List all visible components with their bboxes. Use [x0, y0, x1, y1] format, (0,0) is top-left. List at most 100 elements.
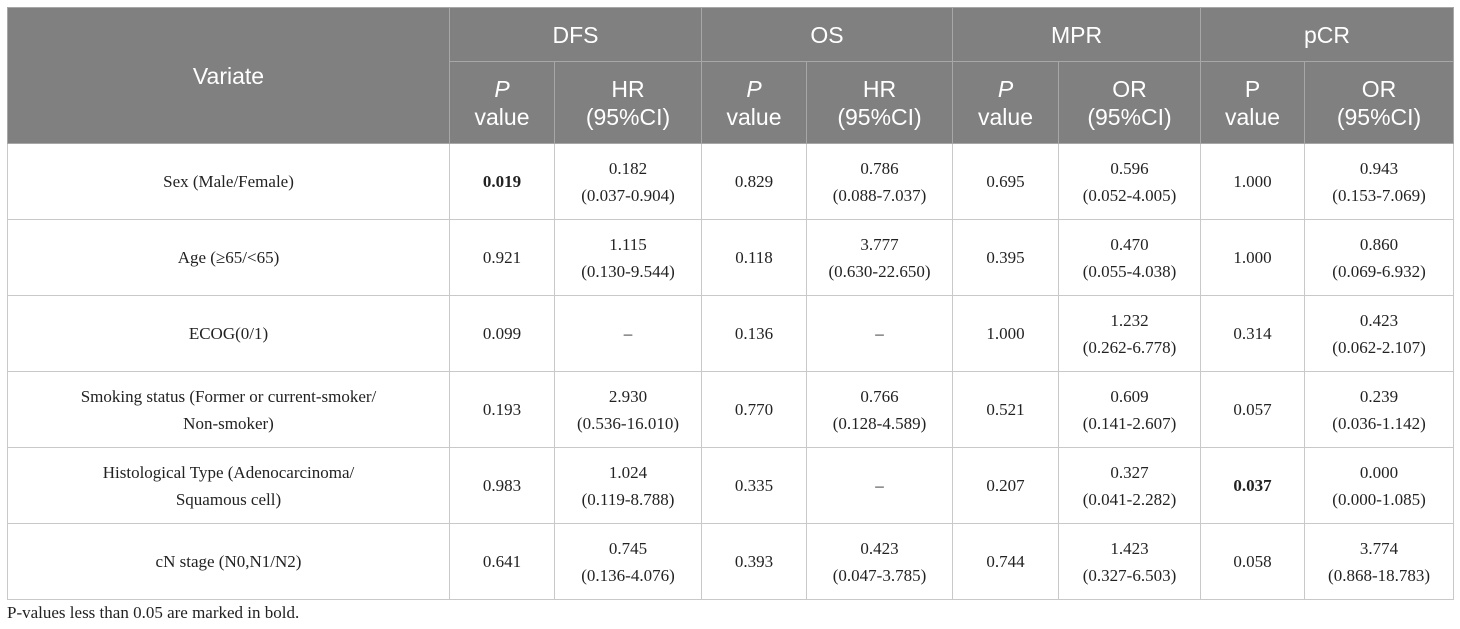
ratio-ci-cell: 0.860 (0.069-6.932) [1304, 219, 1455, 296]
cell-ci: (0.055-4.038) [1082, 261, 1177, 281]
cell-value: 1.000 [1233, 248, 1272, 267]
p-value-cell: 0.057 [1200, 371, 1306, 448]
cell-value: – [875, 324, 884, 343]
variate-line: Sex (Male/Female) [163, 172, 294, 191]
p-value-cell: 0.207 [952, 447, 1060, 524]
cell-value: – [623, 324, 633, 343]
cell-ci: (0.630-22.650) [828, 261, 931, 281]
header-group-os: OS [700, 7, 954, 62]
cell-value: 0.019 [482, 172, 522, 191]
cell-ci: (0.041-2.282) [1082, 489, 1177, 509]
subheader-line2: (95%CI) [837, 103, 922, 130]
cell-ci: (0.130-9.544) [581, 261, 675, 281]
subheader-line2: value [978, 103, 1033, 130]
subheader-line2: (95%CI) [1087, 103, 1172, 130]
variate-cell: Smoking status (Former or current-smoker… [7, 371, 450, 448]
p-value-cell: 1.000 [1200, 143, 1306, 220]
cell-ci: (0.136-4.076) [581, 565, 675, 585]
subheader-line1: OR [1112, 75, 1147, 102]
cell-value: 0.136 [734, 324, 774, 343]
ratio-ci-cell: 0.239 (0.036-1.142) [1304, 371, 1455, 448]
cell-ci: (0.000-1.085) [1332, 489, 1426, 509]
cell-value: 0.335 [734, 476, 774, 495]
cell-value: 0.314 [1233, 324, 1272, 343]
cell-value: 2.930 [608, 386, 648, 406]
header-variate: Variate [7, 7, 450, 144]
ratio-ci-cell: 0.000 (0.000-1.085) [1304, 447, 1455, 524]
subheader-line1: HR [862, 75, 897, 102]
ratio-ci-cell: – [554, 295, 702, 372]
subheader-os-hr: HR (95%CI) [805, 61, 954, 144]
table-row: cN stage (N0,N1/N2) 0.641 0.745 (0.136-4.07… [7, 523, 1455, 600]
cell-value: – [875, 476, 884, 495]
cell-value: 1.115 [609, 234, 647, 254]
cell-value: 0.770 [734, 400, 774, 419]
cell-value: 0.058 [1233, 552, 1272, 571]
p-value-cell: 0.921 [449, 219, 555, 296]
ratio-ci-cell: 0.786 (0.088-7.037) [805, 143, 954, 220]
cell-value: 3.777 [860, 234, 899, 254]
ratio-ci-cell: 0.423 (0.062-2.107) [1304, 295, 1455, 372]
cell-value: 1.000 [986, 324, 1025, 343]
ratio-ci-cell: 0.327 (0.041-2.282) [1058, 447, 1202, 524]
ratio-ci-cell: 0.470 (0.055-4.038) [1058, 219, 1202, 296]
p-value-cell: 0.314 [1200, 295, 1306, 372]
ratio-ci-cell: 0.596 (0.052-4.005) [1058, 143, 1202, 220]
ratio-ci-cell: 0.943 (0.153-7.069) [1304, 143, 1455, 220]
cell-value: 0.193 [482, 400, 522, 419]
cell-ci: (0.037-0.904) [581, 185, 675, 205]
variate-cell: cN stage (N0,N1/N2) [7, 523, 450, 600]
cell-value: 0.000 [1359, 462, 1399, 482]
ratio-ci-cell: – [805, 447, 954, 524]
subheader-line1: P [1244, 75, 1261, 102]
ratio-ci-cell: 0.423 (0.047-3.785) [805, 523, 954, 600]
subheader-line1: P [494, 75, 510, 102]
p-value-cell: 0.695 [952, 143, 1060, 220]
ratio-ci-cell: 0.609 (0.141-2.607) [1058, 371, 1202, 448]
p-value-cell: 0.118 [701, 219, 807, 296]
p-value-cell: 0.744 [952, 523, 1060, 600]
variate-cell: Age (≥65/<65) [7, 219, 450, 296]
ratio-ci-cell: 0.745 (0.136-4.076) [554, 523, 702, 600]
variate-line: ECOG(0/1) [188, 324, 269, 343]
cell-value: 0.596 [1110, 158, 1149, 178]
cell-value: 0.395 [986, 248, 1025, 267]
cell-value: 0.766 [860, 386, 899, 406]
variate-line: cN stage (N0,N1/N2) [155, 552, 302, 571]
p-value-cell: 0.521 [952, 371, 1060, 448]
subheader-mpr-or: OR (95%CI) [1058, 61, 1202, 144]
cell-value: 0.695 [986, 172, 1025, 191]
ratio-ci-cell: – [805, 295, 954, 372]
subheader-line1: OR [1361, 75, 1397, 102]
p-value-cell: 0.393 [701, 523, 807, 600]
cell-value: 0.207 [986, 476, 1025, 495]
cell-ci: (0.153-7.069) [1332, 185, 1426, 205]
p-value-cell: 0.019 [449, 143, 555, 220]
variate-line: Histological Type (Adenocarcinoma/ [102, 462, 355, 482]
cell-value: 0.423 [860, 538, 899, 558]
cell-value: 0.641 [482, 552, 522, 571]
variate-line: Age (≥65/<65) [177, 248, 280, 267]
cell-value: 0.118 [735, 248, 773, 267]
p-value-cell: 0.136 [701, 295, 807, 372]
cell-ci: (0.119-8.788) [581, 489, 675, 509]
cell-ci: (0.052-4.005) [1082, 185, 1177, 205]
cell-value: 0.745 [608, 538, 648, 558]
cell-value: 1.000 [1233, 172, 1272, 191]
subheader-line2: (95%CI) [585, 103, 671, 130]
cell-value: 0.609 [1110, 386, 1149, 406]
cell-ci: (0.141-2.607) [1082, 413, 1177, 433]
p-value-cell: 0.037 [1200, 447, 1306, 524]
subheader-line2: value [474, 103, 530, 130]
ratio-ci-cell: 0.766 (0.128-4.589) [805, 371, 954, 448]
cell-ci: (0.069-6.932) [1332, 261, 1426, 281]
cell-ci: (0.036-1.142) [1332, 413, 1426, 433]
cell-value: 0.037 [1233, 476, 1272, 495]
cell-ci: (0.327-6.503) [1082, 565, 1177, 585]
p-value-cell: 0.193 [449, 371, 555, 448]
cell-ci: (0.868-18.783) [1328, 565, 1431, 585]
subheader-line1: P [997, 75, 1014, 102]
subheader-line1: P [746, 75, 762, 102]
